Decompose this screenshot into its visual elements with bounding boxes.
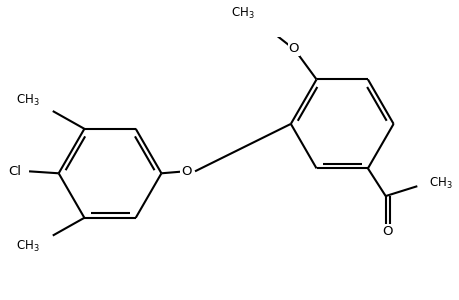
Text: CH$_3$: CH$_3$ [428, 176, 452, 191]
Text: CH$_3$: CH$_3$ [16, 93, 40, 108]
Text: Cl: Cl [8, 165, 21, 178]
Text: O: O [288, 42, 298, 55]
Text: O: O [381, 225, 392, 238]
Text: CH$_3$: CH$_3$ [230, 6, 254, 21]
Text: CH$_3$: CH$_3$ [16, 238, 40, 253]
Text: O: O [180, 165, 191, 178]
